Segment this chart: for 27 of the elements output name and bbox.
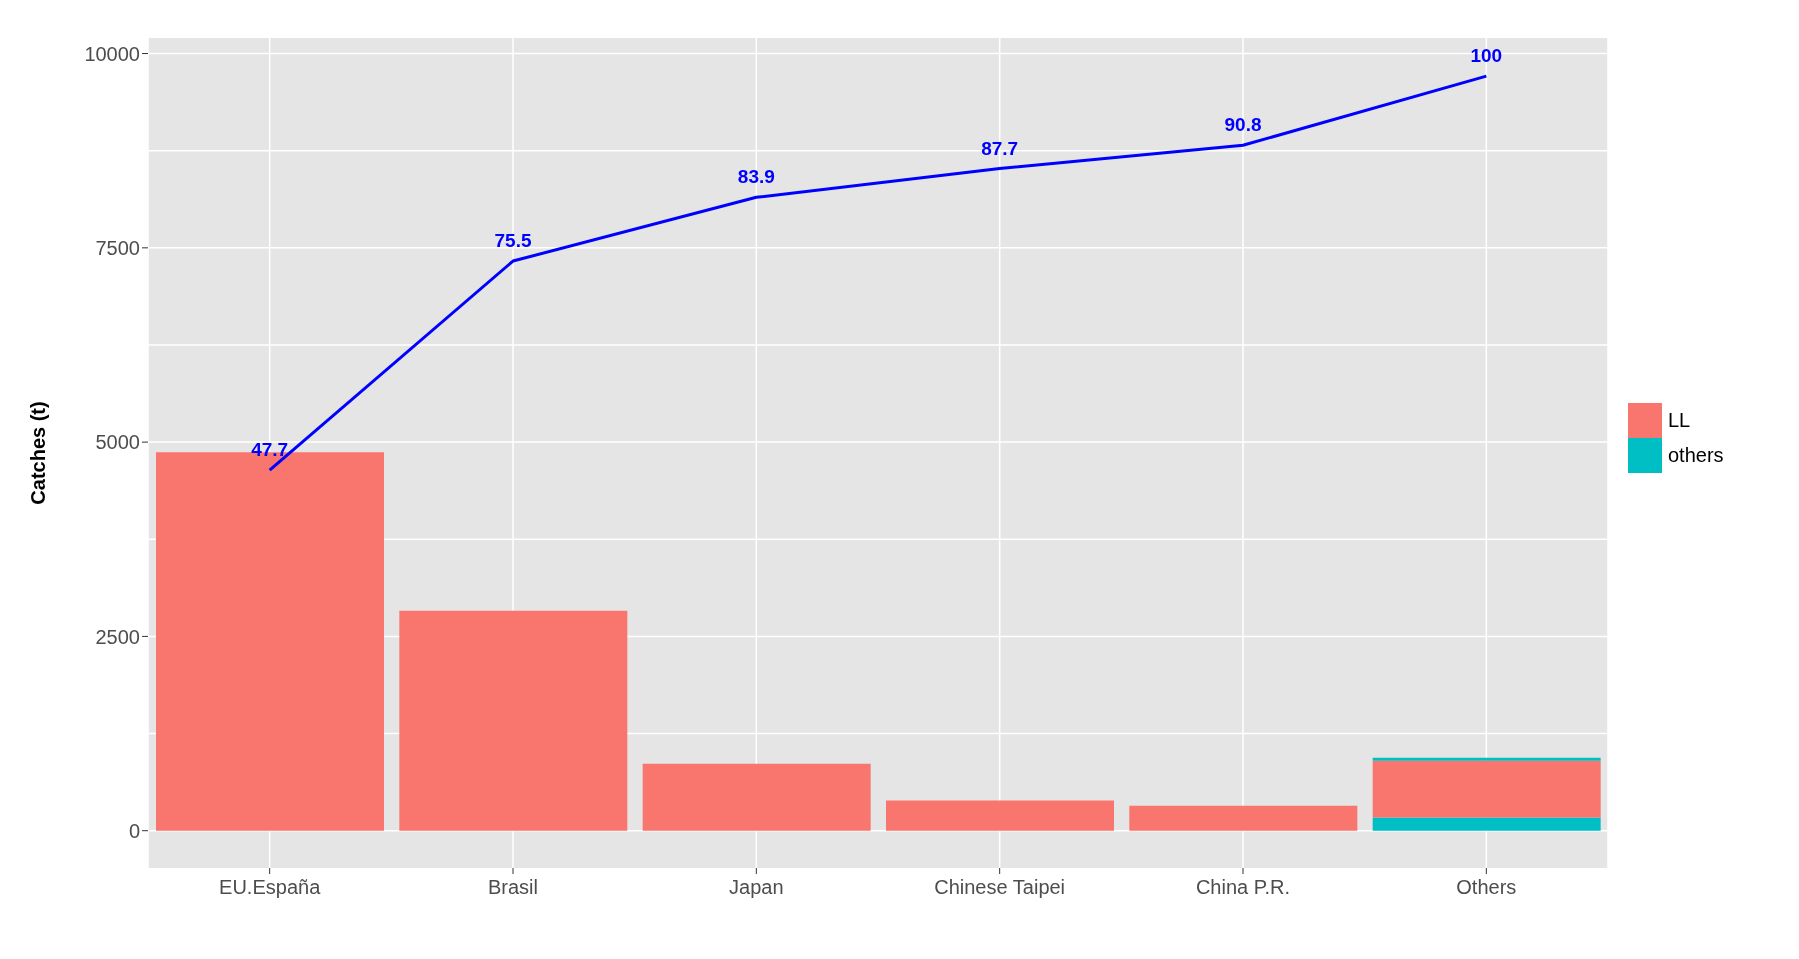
bar [1372, 757, 1601, 761]
legend-label: LL [1668, 409, 1691, 432]
x-tick-label: Brasil [487, 876, 539, 899]
bar [1372, 817, 1601, 831]
y-tick-label: 7500 [95, 236, 140, 259]
annotation: 47.7 [251, 439, 289, 461]
y-tick-label: 2500 [95, 625, 140, 648]
y-tick-label: 0 [128, 819, 140, 842]
annotation: 75.5 [494, 230, 532, 252]
x-tick-label: Japan [729, 876, 784, 899]
x-tick-label: EU.España [219, 876, 322, 899]
bar [886, 800, 1114, 831]
annotation: 83.9 [737, 166, 775, 188]
bar [642, 763, 871, 831]
annotation: 100 [1470, 45, 1503, 67]
annotation: 87.7 [981, 137, 1019, 159]
x-tick-label: Chinese Taipei [934, 876, 1066, 899]
y-axis-title: Catches (t) [27, 401, 50, 505]
bar [1129, 805, 1358, 831]
x-tick-label: China P.R. [1195, 876, 1291, 899]
legend-label: others [1668, 444, 1724, 467]
annotation: 90.8 [1224, 114, 1262, 136]
y-tick-label: 10000 [84, 42, 140, 65]
bar [399, 610, 628, 831]
bar [1372, 760, 1601, 818]
x-tick-label: Others [1456, 876, 1517, 899]
y-tick-label: 5000 [95, 431, 140, 454]
